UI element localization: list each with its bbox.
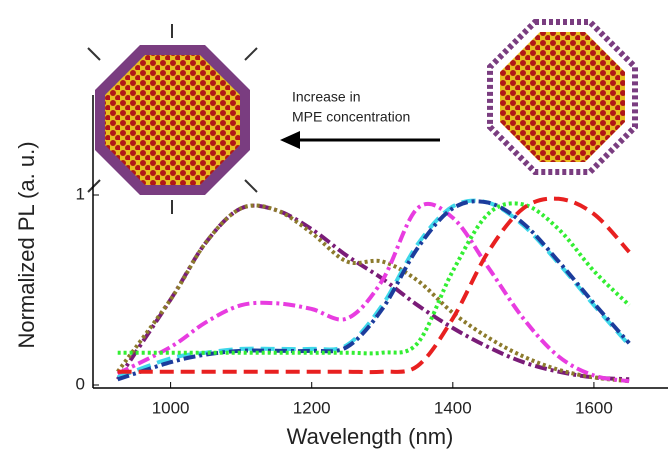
nanocrystal-right [490, 22, 635, 172]
line-series [118, 201, 630, 378]
x-axis-title: Wavelength (nm) [287, 424, 454, 449]
chart: Increase in MPE concentration Wavelength… [0, 0, 668, 452]
annotation: MPE concentration [292, 109, 410, 125]
y-tick-label: 1 [76, 184, 85, 203]
x-tick-label: 1000 [152, 398, 190, 417]
y-axis-title: Normalized PL (a. u.) [14, 141, 39, 348]
x-tick-label: 1600 [575, 398, 613, 417]
x-tick-label: 1400 [434, 398, 472, 417]
y-tick-label: 0 [76, 374, 85, 393]
x-tick-label: 1200 [293, 398, 331, 417]
nanocrystal-left [88, 24, 257, 214]
annotation-arrow [280, 131, 440, 149]
annotation: Increase in [292, 89, 360, 105]
